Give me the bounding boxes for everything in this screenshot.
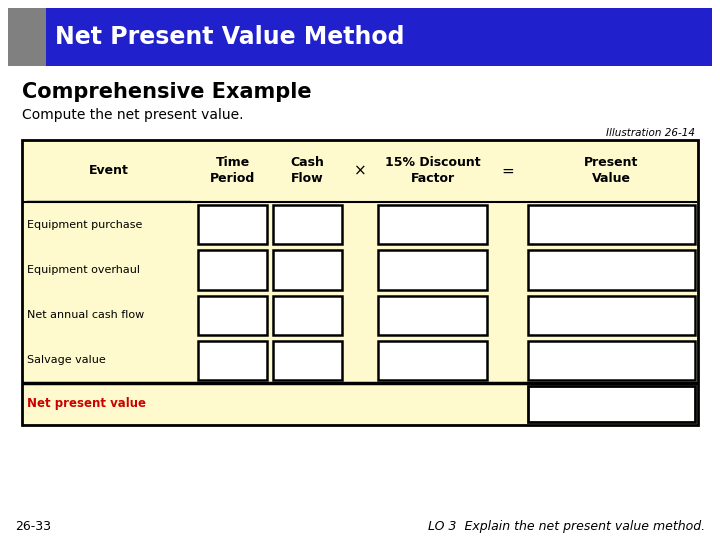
- Bar: [378, 295, 487, 335]
- Bar: [378, 341, 487, 380]
- Bar: [198, 205, 267, 244]
- Text: Event: Event: [89, 165, 128, 178]
- Bar: [273, 250, 342, 289]
- Bar: [378, 250, 487, 289]
- Text: Time
Period: Time Period: [210, 157, 255, 186]
- Bar: [8, 8, 712, 66]
- Bar: [528, 386, 695, 422]
- Text: Cash
Flow: Cash Flow: [291, 157, 325, 186]
- Bar: [528, 205, 695, 244]
- Bar: [8, 8, 46, 66]
- Text: ×: ×: [354, 164, 366, 179]
- Text: 26-33: 26-33: [15, 520, 51, 533]
- Text: LO 3  Explain the net present value method.: LO 3 Explain the net present value metho…: [428, 520, 705, 533]
- Bar: [198, 295, 267, 335]
- Text: Comprehensive Example: Comprehensive Example: [22, 82, 312, 102]
- Bar: [378, 205, 487, 244]
- Text: Net present value: Net present value: [27, 397, 146, 410]
- Bar: [198, 341, 267, 380]
- Text: Present
Value: Present Value: [585, 157, 639, 186]
- Bar: [198, 250, 267, 289]
- Text: Equipment purchase: Equipment purchase: [27, 220, 143, 229]
- Bar: [273, 295, 342, 335]
- Bar: [528, 250, 695, 289]
- Text: Equipment overhaul: Equipment overhaul: [27, 265, 140, 275]
- Text: Salvage value: Salvage value: [27, 355, 106, 366]
- Bar: [528, 295, 695, 335]
- Text: 15% Discount
Factor: 15% Discount Factor: [384, 157, 480, 186]
- Bar: [528, 341, 695, 380]
- Bar: [273, 341, 342, 380]
- Text: Net Present Value Method: Net Present Value Method: [55, 25, 405, 49]
- Text: Compute the net present value.: Compute the net present value.: [22, 108, 243, 122]
- Bar: [273, 205, 342, 244]
- Text: Illustration 26-14: Illustration 26-14: [606, 128, 695, 138]
- Bar: [22, 140, 698, 425]
- Text: =: =: [501, 164, 514, 179]
- Text: Net annual cash flow: Net annual cash flow: [27, 310, 144, 320]
